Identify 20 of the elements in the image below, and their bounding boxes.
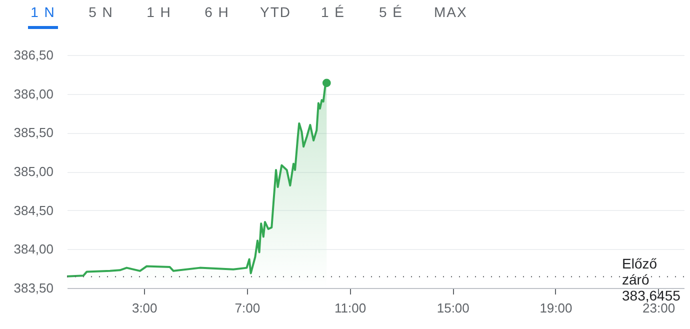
x-tick-label: 7:00 <box>234 300 260 316</box>
y-tick-label: 383,50 <box>14 280 54 296</box>
text: 1 É <box>320 3 346 22</box>
text: 1 N <box>28 0 58 29</box>
text: 5 N <box>88 3 114 22</box>
y-tick-label: 384,50 <box>14 202 54 218</box>
text: 1 H <box>146 3 172 22</box>
y-tick-label: 385,50 <box>14 125 54 140</box>
text: 5 É <box>378 3 404 22</box>
x-tick-label: 19:00 <box>540 300 572 316</box>
y-tick-label: 386,50 <box>14 48 54 62</box>
text: YTD <box>260 3 291 22</box>
y-tick-label: 386,00 <box>14 86 54 102</box>
text: MAX <box>434 3 468 22</box>
x-tick-label: 3:00 <box>132 300 158 316</box>
x-tick-label: 15:00 <box>436 300 470 316</box>
y-tick-label: 385,00 <box>14 164 54 179</box>
x-tick-label: 11:00 <box>334 300 366 316</box>
text: 6 H <box>204 3 230 22</box>
y-tick-label: 384,00 <box>14 242 54 257</box>
